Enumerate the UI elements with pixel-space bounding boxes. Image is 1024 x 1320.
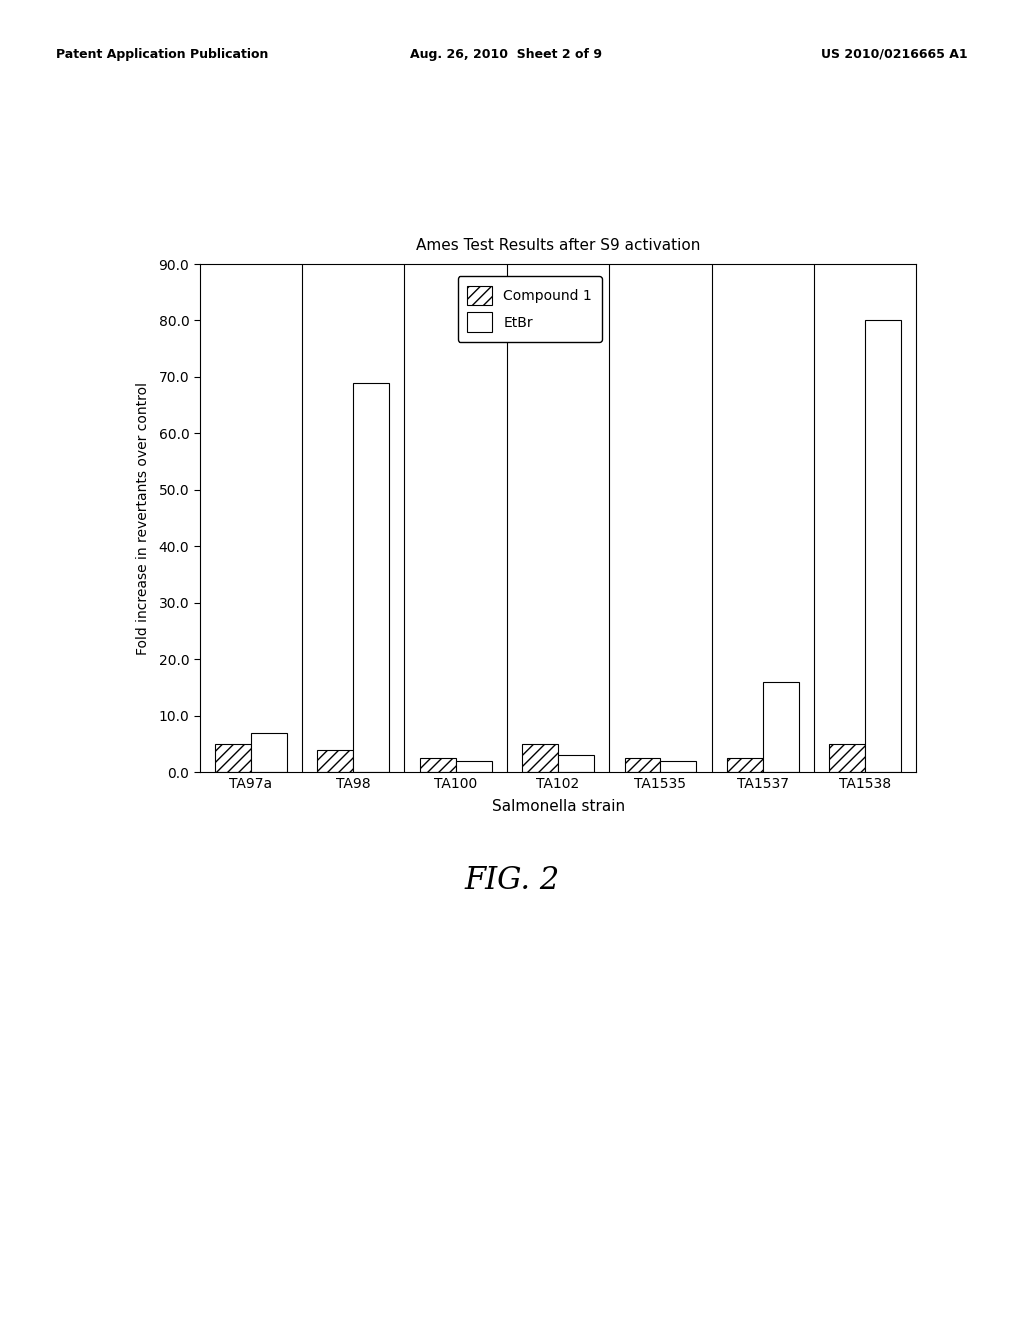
Title: Ames Test Results after S9 activation: Ames Test Results after S9 activation [416,238,700,253]
Bar [558,755,594,772]
Bar [420,758,456,772]
Bar [625,758,660,772]
Bar [865,321,901,772]
Bar [522,744,558,772]
Bar [727,758,763,772]
Bar [763,682,799,772]
Y-axis label: Fold increase in revertants over control: Fold increase in revertants over control [136,381,151,655]
X-axis label: Salmonella strain: Salmonella strain [492,800,625,814]
Bar [353,383,389,772]
Bar [251,733,287,772]
Bar [317,750,353,772]
Bar [456,760,492,772]
Text: Patent Application Publication: Patent Application Publication [56,48,268,61]
Bar [215,744,251,772]
Text: Aug. 26, 2010  Sheet 2 of 9: Aug. 26, 2010 Sheet 2 of 9 [410,48,602,61]
Text: US 2010/0216665 A1: US 2010/0216665 A1 [821,48,968,61]
Bar [829,744,865,772]
Text: FIG. 2: FIG. 2 [464,865,560,895]
Bar [660,760,696,772]
Legend: Compound 1, EtBr: Compound 1, EtBr [458,276,602,342]
